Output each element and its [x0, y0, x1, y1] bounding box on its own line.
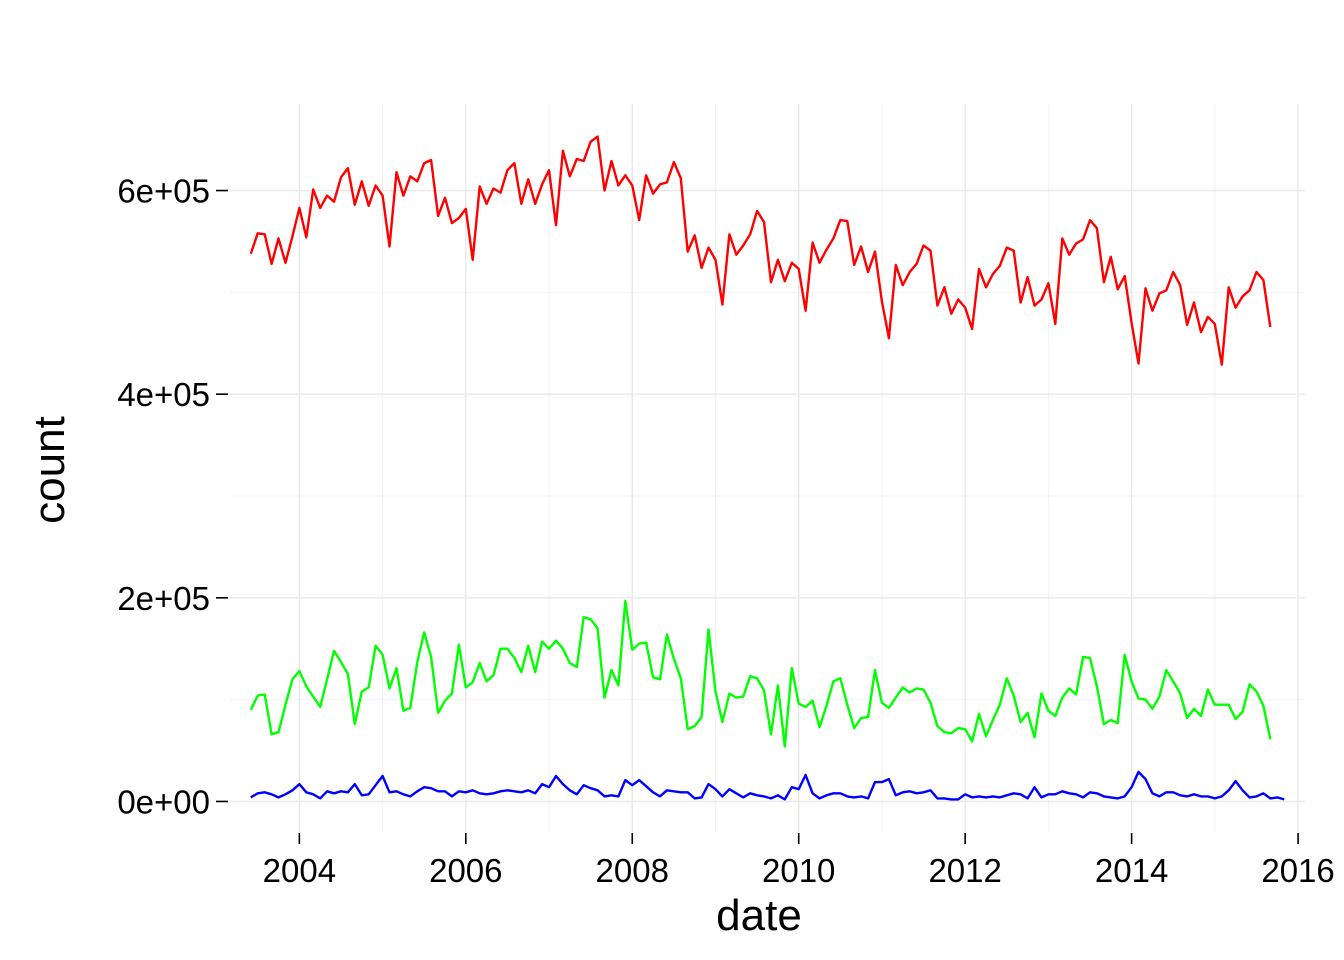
y-tick-label: 6e+05 [117, 173, 210, 210]
x-tick-label: 2006 [429, 852, 502, 889]
x-tick-label: 2012 [928, 852, 1001, 889]
axis-ticks: 2004 2006 2008 2010 2012 2014 2016 0e+00 2e+05 4e… [117, 173, 1334, 889]
x-tick-label: 2010 [762, 852, 835, 889]
x-tick-label: 2014 [1095, 852, 1168, 889]
series-line-3 [250, 770, 1285, 801]
x-tick-label: 2008 [596, 852, 669, 889]
series-lines [249, 135, 1285, 801]
x-tick-label: 2016 [1261, 852, 1334, 889]
x-axis-title: date [716, 891, 802, 940]
y-tick-label: 4e+05 [117, 376, 210, 413]
series-line-2 [249, 599, 1272, 748]
y-tick-label: 0e+00 [117, 783, 210, 820]
series-line-1 [249, 135, 1272, 366]
y-axis-title: count [25, 416, 74, 524]
grid [230, 104, 1305, 832]
x-tick-label: 2004 [263, 852, 336, 889]
y-tick-label: 2e+05 [117, 580, 210, 617]
